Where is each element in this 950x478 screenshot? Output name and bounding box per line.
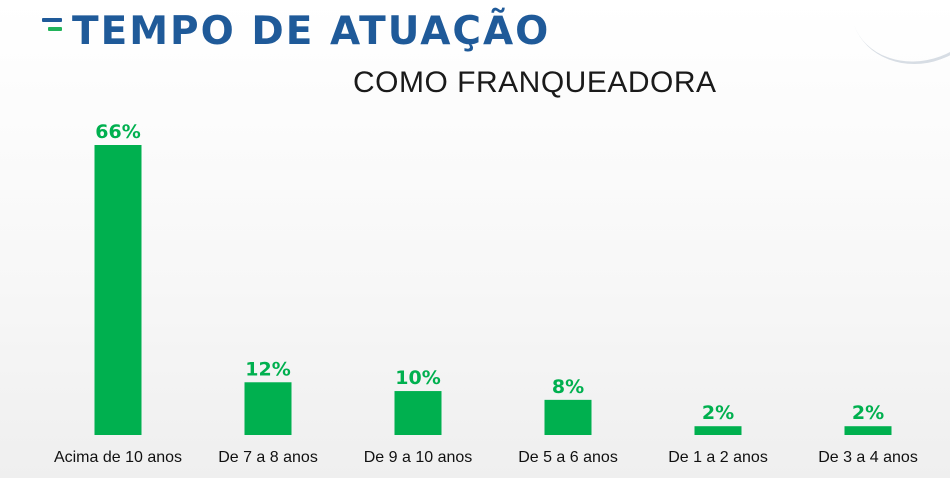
category-label-2: De 9 a 10 anos: [364, 449, 473, 466]
data-label-5: 2%: [852, 402, 884, 424]
data-label-0: 66%: [95, 121, 140, 143]
chart-subtitle: COMO FRANQUEADORA: [353, 66, 717, 99]
category-label-3: De 5 a 6 anos: [518, 449, 618, 466]
title-accent-icon: [42, 18, 64, 34]
data-label-1: 12%: [245, 358, 290, 380]
chart-title: TEMPO DE ATUAÇÃO: [72, 9, 551, 54]
data-label-3: 8%: [552, 376, 584, 398]
bar-1: [244, 382, 292, 435]
bar-5: [844, 426, 892, 435]
category-label-0: Acima de 10 anos: [54, 449, 182, 466]
category-label-4: De 1 a 2 anos: [668, 449, 768, 466]
data-label-4: 2%: [702, 402, 734, 424]
bar-4: [694, 426, 742, 435]
data-label-2: 10%: [395, 367, 440, 389]
bar-2: [394, 391, 442, 435]
category-label-1: De 7 a 8 anos: [218, 449, 318, 466]
bar-3: [544, 399, 592, 435]
bar-0: [94, 145, 142, 435]
category-label-5: De 3 a 4 anos: [818, 449, 918, 466]
